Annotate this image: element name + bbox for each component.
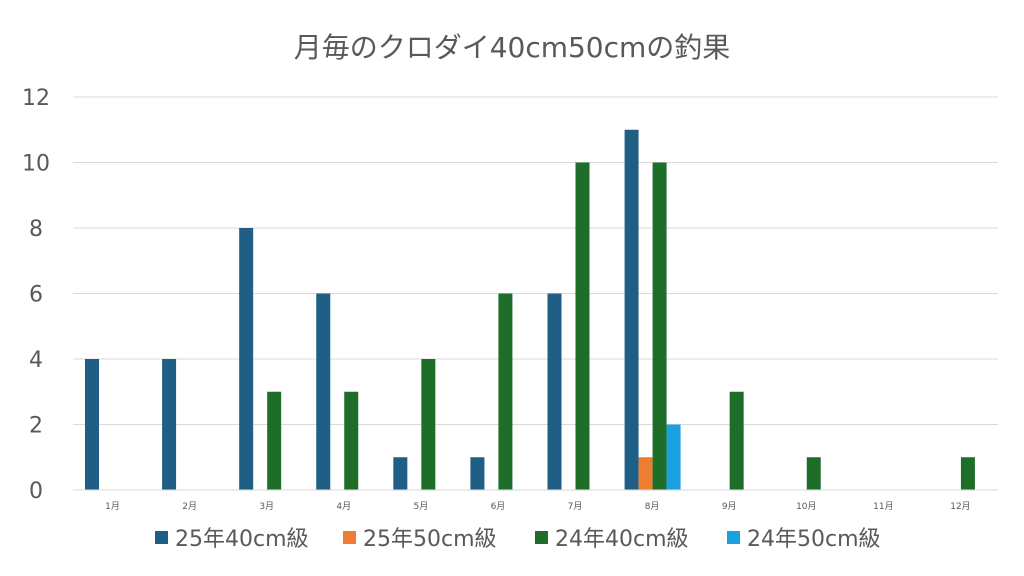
bar-series-2-12: [960, 457, 975, 490]
x-tick-label: 5月: [414, 501, 429, 512]
x-tick-label: 1月: [105, 501, 120, 512]
x-tick-label: 10月: [796, 501, 816, 512]
x-tick-label: 6月: [491, 501, 506, 512]
y-tick-label: 12: [22, 86, 50, 111]
bar-series-2-5: [421, 359, 436, 490]
legend-swatch: [727, 531, 740, 544]
bar-series-2-8: [652, 162, 667, 490]
bar-series-0-7: [547, 293, 562, 490]
bar-series-0-6: [470, 457, 485, 490]
bar-series-2-4: [344, 391, 359, 490]
gridlines: [73, 96, 998, 425]
legend-label: 24年40cm級: [555, 527, 689, 552]
bar-series-2-6: [498, 293, 513, 490]
y-tick-label: 0: [29, 479, 43, 504]
x-tick-label: 11月: [873, 501, 893, 512]
x-tick-label: 3月: [259, 501, 274, 512]
x-tick-label: 9月: [722, 501, 737, 512]
x-tick-label: 4月: [336, 501, 351, 512]
legend-swatch: [535, 531, 548, 544]
y-tick-label: 4: [29, 348, 43, 373]
legend-label: 25年40cm級: [175, 527, 309, 552]
bar-series-0-4: [316, 293, 331, 490]
bar-series-2-10: [806, 457, 821, 490]
bar-series-0-3: [239, 228, 254, 490]
bar-series-0-1: [85, 359, 99, 490]
legend-label: 25年50cm級: [363, 527, 497, 552]
bar-series-1-8: [638, 457, 653, 490]
y-tick-label: 10: [22, 152, 50, 177]
y-tick-label: 2: [29, 414, 43, 439]
bar-series-0-8: [624, 129, 639, 490]
legend-label: 24年50cm級: [747, 527, 881, 552]
y-tick-label: 6: [29, 283, 43, 308]
bar-series-2-3: [267, 391, 282, 490]
x-tick-label: 12月: [950, 501, 970, 512]
bar-series-0-2: [162, 359, 177, 490]
y-tick-label: 8: [29, 217, 43, 242]
x-tick-label: 8月: [645, 501, 660, 512]
x-axis-ticks: 1月 2月 3月 4月 5月 6月 7月 8月 9月 10月 11月 12月: [105, 501, 971, 512]
legend-swatch: [155, 531, 168, 544]
legend: 25年40cm級 25年50cm級 24年40cm級 24年50cm級: [155, 527, 881, 552]
bar-series-2-7: [575, 162, 590, 490]
chart-title: 月毎のクロダイ40cm50cmの釣果: [294, 31, 731, 64]
legend-swatch: [343, 531, 356, 544]
bar-series-3-8: [666, 424, 681, 490]
bar-series-2-9: [729, 391, 744, 490]
x-tick-label: 2月: [182, 501, 197, 512]
bar-series-0-5: [393, 457, 408, 490]
y-axis-ticks: 0 2 4 6 8 10 12: [22, 86, 50, 504]
bars: [85, 129, 975, 490]
x-tick-label: 7月: [568, 501, 583, 512]
